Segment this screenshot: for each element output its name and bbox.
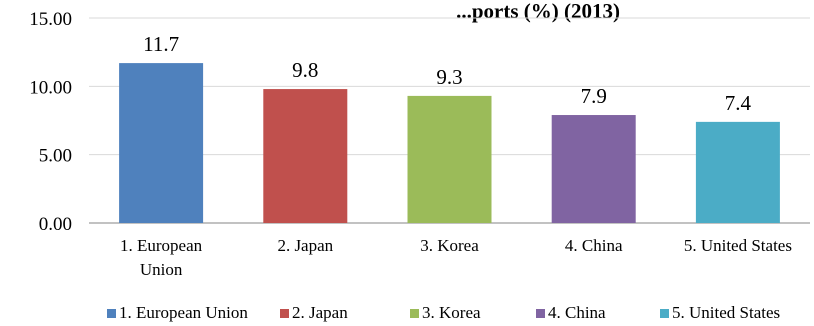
legend-label: 3. Korea: [422, 303, 481, 322]
data-label: 7.4: [725, 91, 752, 115]
bars: [119, 63, 780, 223]
y-tick-label: 10.00: [29, 77, 72, 98]
x-tick-label: 3. Korea: [420, 236, 479, 255]
x-tick-label: 2. Japan: [277, 236, 333, 255]
x-tick-label: 4. China: [565, 236, 623, 255]
x-tick-label: 1. European Union: [120, 236, 203, 279]
data-label: 11.7: [143, 32, 179, 56]
bar: [695, 121, 780, 223]
legend-label: 4. China: [548, 303, 606, 322]
bar: [551, 115, 636, 223]
data-label: 7.9: [581, 84, 607, 108]
legend-label: 5. United States: [672, 303, 780, 322]
data-label: 9.8: [292, 58, 318, 82]
bar: [263, 89, 348, 223]
x-tick-label: 5. United States: [684, 236, 792, 255]
data-label: 9.3: [436, 65, 462, 89]
y-tick-label: 0.00: [39, 214, 72, 235]
y-tick-label: 5.00: [39, 146, 72, 167]
y-tick-label: 15.00: [29, 9, 72, 30]
legend-label: 2. Japan: [292, 303, 348, 322]
legend-swatch: [280, 309, 289, 318]
bar: [119, 63, 204, 223]
legend-swatch: [107, 309, 116, 318]
x-axis: 1. European Union 2. Japan 3. Korea 4. China…: [120, 236, 792, 279]
y-axis: 0.00 5.00 10.00 15.00: [29, 9, 72, 235]
legend-swatch: [536, 309, 545, 318]
legend-swatch: [410, 309, 419, 318]
legend-label: 1. European Union: [119, 303, 248, 322]
data-labels: 11.7 9.8 9.3 7.9 7.4: [143, 32, 751, 115]
chart-title: ...ports (%) (2013): [456, 0, 620, 23]
legend-swatch: [660, 309, 669, 318]
legend: 1. European Union 2. Japan 3. Korea 4. Chin…: [107, 303, 780, 322]
bar: [407, 95, 492, 223]
